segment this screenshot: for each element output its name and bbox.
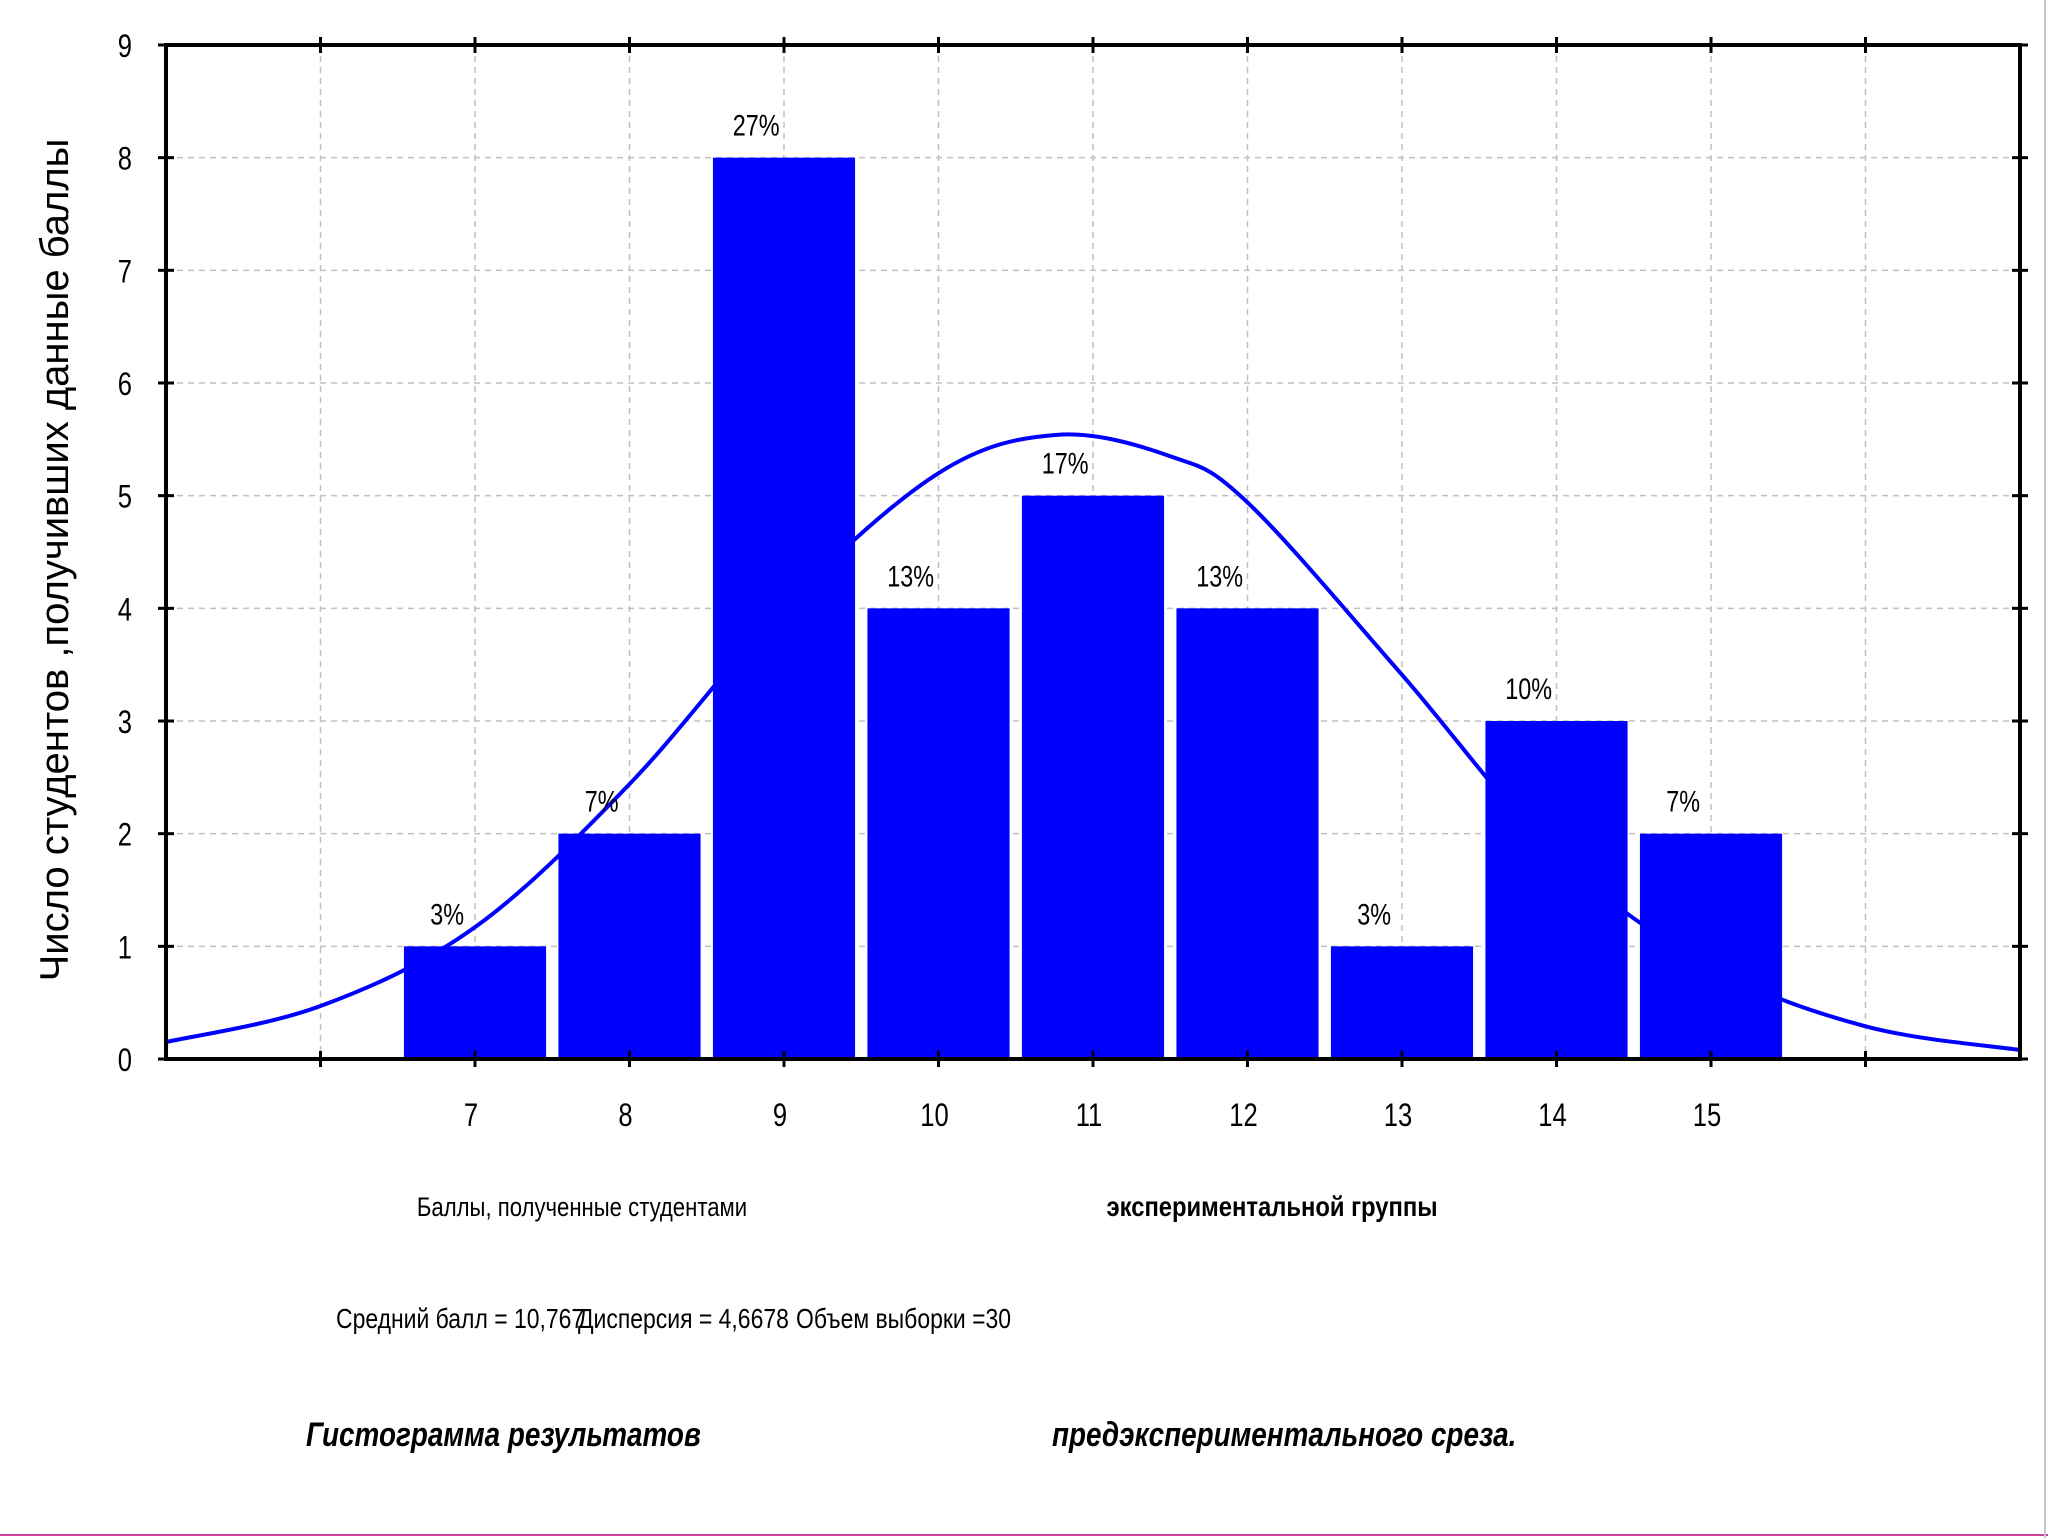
- data-label-7: 3%: [430, 898, 464, 931]
- data-label-11: 17%: [1042, 447, 1089, 480]
- bar-10: [867, 608, 1010, 1059]
- data-label-9: 27%: [733, 109, 780, 142]
- y-tick-label-4: 4: [118, 593, 132, 628]
- right-border-line: [2044, 0, 2046, 1538]
- bar-15: [1639, 833, 1783, 1059]
- normal-curve-group: [166, 432, 2020, 1052]
- y-tick-label-1: 1: [118, 931, 132, 966]
- data-label-14: 10%: [1505, 672, 1552, 705]
- y-tick-label-5: 5: [118, 480, 132, 515]
- bar-8: [558, 833, 701, 1059]
- data-label-10: 13%: [887, 560, 934, 593]
- data-labels-group: 3% 7% 27% 13% 17% 13% 3% 10% 7%: [430, 109, 1700, 931]
- caption-left: Гистограмма результатов: [306, 1415, 701, 1453]
- data-label-13: 3%: [1357, 898, 1391, 931]
- x-tick-label-13: 13: [1384, 1098, 1412, 1133]
- bar-13: [1330, 946, 1474, 1059]
- stat-variance: Дисперсия = 4,6678: [578, 1304, 789, 1335]
- bottom-border-line: [0, 1534, 2048, 1536]
- y-tick-label-8: 8: [118, 142, 132, 177]
- data-label-8: 7%: [585, 785, 619, 818]
- y-tick-label-9: 9: [118, 29, 132, 64]
- x-tick-label-14: 14: [1538, 1098, 1566, 1133]
- x-tick-label-10: 10: [920, 1098, 948, 1133]
- y-tick-label-3: 3: [118, 705, 132, 740]
- stat-mean: Средний балл = 10,767: [336, 1304, 584, 1335]
- y-tick-label-7: 7: [118, 255, 132, 290]
- bar-14: [1485, 721, 1628, 1059]
- x-tick-label-15: 15: [1693, 1098, 1721, 1133]
- stat-sample-size: Объем выборки =30: [796, 1304, 1011, 1335]
- x-axis-label-left: Баллы, полученные студентами: [417, 1193, 747, 1223]
- y-tick-label-0: 0: [118, 1043, 132, 1078]
- x-tick-label-12: 12: [1229, 1098, 1257, 1133]
- bar-11: [1021, 495, 1165, 1060]
- data-label-12: 13%: [1196, 560, 1243, 593]
- x-axis-label-right: экспериментальной группы: [1106, 1190, 1437, 1222]
- data-label-15: 7%: [1666, 785, 1700, 818]
- x-tick-label-11: 11: [1076, 1098, 1103, 1133]
- bar-7: [403, 946, 547, 1059]
- x-tick-label-8: 8: [618, 1098, 632, 1133]
- y-axis-label: Число студентов ,получивших данные баллы: [33, 139, 77, 982]
- y-tick-label-6: 6: [118, 367, 132, 402]
- normal-distribution-curve: [166, 432, 2020, 1052]
- caption-right: предэкспериментального среза.: [1052, 1415, 1516, 1453]
- bar-12: [1176, 608, 1319, 1059]
- y-tick-label-2: 2: [118, 818, 132, 853]
- x-tick-label-9: 9: [773, 1098, 787, 1133]
- x-tick-label-7: 7: [464, 1098, 478, 1133]
